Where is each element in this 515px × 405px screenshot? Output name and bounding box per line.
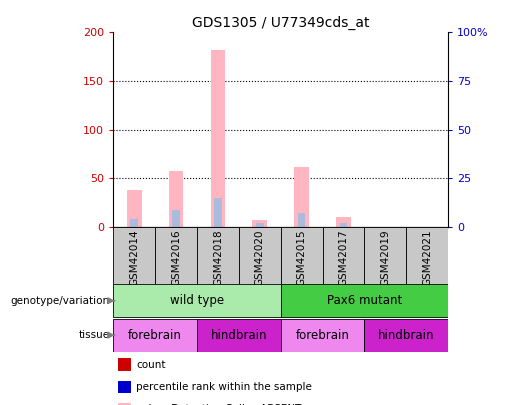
Bar [281,319,365,352]
Bar [173,210,180,227]
Bar [130,219,138,227]
Text: forebrain: forebrain [128,328,182,342]
Text: genotype/variation: genotype/variation [11,296,110,306]
Text: forebrain: forebrain [296,328,350,342]
Bar [169,171,183,227]
Bar [113,319,197,352]
Bar [113,284,281,317]
Bar [298,213,305,227]
Text: GSM42016: GSM42016 [171,230,181,286]
Bar [155,227,197,284]
Text: count: count [136,360,166,369]
Text: GSM42017: GSM42017 [338,230,349,286]
Bar [322,227,365,284]
Title: GDS1305 / U77349cds_at: GDS1305 / U77349cds_at [192,16,369,30]
Text: GSM42014: GSM42014 [129,230,139,286]
Bar [281,284,448,317]
Bar [127,190,142,227]
Bar [336,217,351,227]
Text: GSM42015: GSM42015 [297,230,306,286]
Text: wild type: wild type [170,294,224,307]
Text: Pax6 mutant: Pax6 mutant [327,294,402,307]
Text: GSM42018: GSM42018 [213,230,223,286]
Text: GSM42020: GSM42020 [255,230,265,286]
Bar [211,50,225,227]
Bar [197,227,239,284]
Bar [365,319,448,352]
Text: hindbrain: hindbrain [378,328,435,342]
Bar [281,227,322,284]
Bar [406,227,448,284]
Bar [197,319,281,352]
Bar [294,166,309,227]
Text: percentile rank within the sample: percentile rank within the sample [136,382,313,392]
Bar [365,227,406,284]
Text: hindbrain: hindbrain [211,328,267,342]
Bar [252,220,267,227]
Bar [256,223,264,227]
Bar [214,198,221,227]
Bar [113,227,155,284]
Text: tissue: tissue [79,330,110,340]
Bar [239,227,281,284]
Text: GSM42021: GSM42021 [422,230,432,286]
Bar [340,223,347,227]
Text: GSM42019: GSM42019 [380,230,390,286]
Text: value, Detection Call = ABSENT: value, Detection Call = ABSENT [136,404,302,405]
